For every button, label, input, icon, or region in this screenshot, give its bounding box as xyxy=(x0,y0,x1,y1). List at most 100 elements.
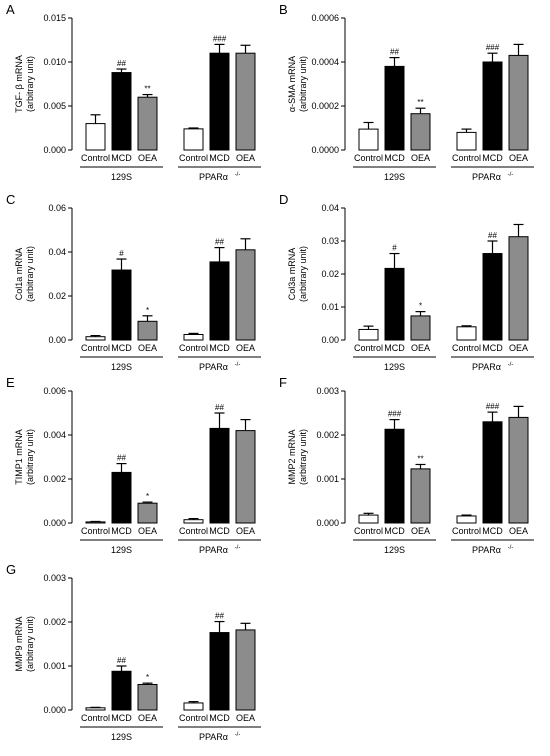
bar-oea xyxy=(137,96,158,151)
y-tick-label: 0.002 xyxy=(43,474,66,484)
group-label-ppara-superscript: -/- xyxy=(508,172,514,178)
category-label: MCD xyxy=(111,153,132,163)
significance-label: # xyxy=(392,244,397,253)
category-label: Control xyxy=(81,153,110,163)
bar-control xyxy=(456,515,477,524)
bar-oea xyxy=(235,430,256,524)
bar-mcd xyxy=(384,267,405,341)
category-label: Control xyxy=(179,343,208,353)
category-label: OEA xyxy=(509,153,528,163)
y-tick-label: 0.000 xyxy=(43,145,66,155)
bar-mcd xyxy=(111,72,132,151)
bar-oea xyxy=(137,502,158,524)
y-axis-label: Col1a mRNA xyxy=(14,248,24,301)
significance-label: ## xyxy=(215,403,224,412)
group-label-129s: 129S xyxy=(111,732,132,742)
group-label-ppara-superscript: -/- xyxy=(235,545,241,551)
bar-control xyxy=(183,334,204,341)
category-label: MCD xyxy=(111,526,132,536)
y-tick-label: 0.0006 xyxy=(311,13,339,23)
group-label-129s: 129S xyxy=(384,172,405,182)
y-axis-unit: (arbitrary unit) xyxy=(25,246,35,302)
significance-label: ### xyxy=(486,402,500,411)
bar-oea xyxy=(410,113,431,151)
y-axis-unit: (arbitrary unit) xyxy=(298,246,308,302)
group-label-129s: 129S xyxy=(111,545,132,555)
y-axis-unit: (arbitrary unit) xyxy=(25,616,35,672)
significance-label: ### xyxy=(486,43,500,52)
significance-label: ## xyxy=(117,454,126,463)
y-tick-label: 0.02 xyxy=(48,291,66,301)
group-label-129s: 129S xyxy=(111,362,132,372)
category-label: Control xyxy=(179,153,208,163)
category-label: OEA xyxy=(411,526,430,536)
y-axis-label: TIMP1 mRNA xyxy=(14,429,24,485)
y-axis-unit: (arbitrary unit) xyxy=(298,56,308,112)
bar-mcd xyxy=(209,427,230,524)
y-tick-label: 0.006 xyxy=(43,386,66,396)
bar-oea xyxy=(235,249,256,341)
y-axis-label: MMP9 mRNA xyxy=(14,616,24,671)
category-label: MCD xyxy=(111,713,132,723)
bar-oea xyxy=(235,629,256,711)
category-label: MCD xyxy=(384,153,405,163)
y-tick-label: 0.000 xyxy=(43,518,66,528)
panel-a: A TGF- β mRNA (arbitrary unit) 0.000 0.005 0.… xyxy=(6,2,261,182)
group-label-ppara: PPARα xyxy=(199,545,228,555)
group-label-ppara-superscript: -/- xyxy=(508,362,514,368)
significance-label: ** xyxy=(144,85,150,94)
category-label: Control xyxy=(81,526,110,536)
significance-label: ** xyxy=(417,98,423,107)
significance-label: ## xyxy=(215,612,224,621)
category-label: Control xyxy=(179,526,208,536)
group-label-ppara-superscript: -/- xyxy=(235,732,241,738)
category-label: OEA xyxy=(509,526,528,536)
bar-control xyxy=(183,702,204,711)
group-label-129s: 129S xyxy=(384,545,405,555)
y-tick-label: 0.0004 xyxy=(311,57,339,67)
y-tick-label: 0.000 xyxy=(316,518,339,528)
panel-letter: B xyxy=(279,2,288,17)
category-label: Control xyxy=(354,343,383,353)
y-tick-label: 0.015 xyxy=(43,13,66,23)
significance-label: ### xyxy=(388,410,402,419)
group-label-ppara: PPARα xyxy=(199,732,228,742)
y-tick-label: 0.001 xyxy=(316,474,339,484)
category-label: MCD xyxy=(482,153,503,163)
group-label-ppara: PPARα xyxy=(199,172,228,182)
bar-control xyxy=(456,131,477,151)
bar-mcd xyxy=(482,253,503,341)
y-tick-label: 0.01 xyxy=(321,302,339,312)
y-axis-label: MMP2 mRNA xyxy=(287,429,297,484)
y-tick-label: 0.02 xyxy=(321,269,339,279)
category-label: MCD xyxy=(209,713,230,723)
bar-control xyxy=(183,128,204,151)
y-tick-label: 0.04 xyxy=(321,203,339,213)
category-label: Control xyxy=(354,526,383,536)
significance-label: # xyxy=(119,249,124,258)
bar-mcd xyxy=(111,269,132,341)
y-axis-label: Col3a mRNA xyxy=(287,248,297,301)
significance-label: ## xyxy=(117,656,126,665)
bar-oea xyxy=(508,416,529,524)
category-label: OEA xyxy=(138,343,157,353)
bar-control xyxy=(85,123,106,151)
panel-letter: A xyxy=(6,2,15,17)
bar-control xyxy=(85,336,106,341)
category-label: Control xyxy=(452,526,481,536)
panel-letter: G xyxy=(6,562,16,577)
category-label: MCD xyxy=(482,343,503,353)
panel-b: Bα-SMA mRNA (arbitrary unit) 0.0000 0.0002 0… xyxy=(279,2,534,182)
category-label: MCD xyxy=(482,526,503,536)
group-label-ppara: PPARα xyxy=(472,172,501,182)
category-label: OEA xyxy=(509,343,528,353)
category-label: OEA xyxy=(411,153,430,163)
y-tick-label: 0.0000 xyxy=(311,145,339,155)
group-label-129s: 129S xyxy=(384,362,405,372)
bar-oea xyxy=(137,320,158,341)
bar-mcd xyxy=(209,261,230,341)
group-label-129s: 129S xyxy=(111,172,132,182)
y-tick-label: 0.0002 xyxy=(311,101,339,111)
y-axis-unit: (arbitrary unit) xyxy=(25,429,35,485)
